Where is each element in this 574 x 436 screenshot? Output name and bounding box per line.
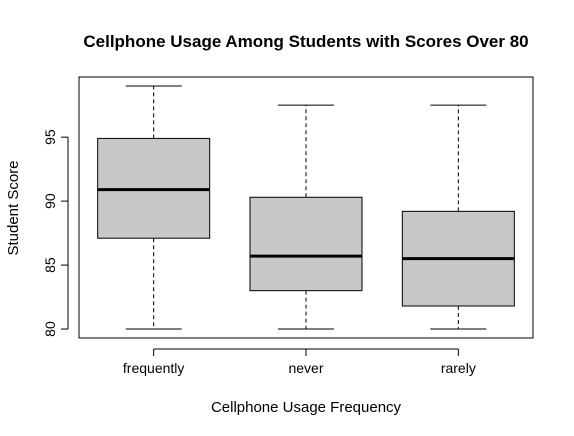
x-axis-label: Cellphone Usage Frequency [211,399,402,416]
y-tick-label: 85 [42,257,58,273]
y-tick-label: 80 [42,321,58,337]
y-tick-label: 95 [42,129,58,145]
x-tick-label: frequently [123,360,184,376]
x-axis: frequently never rarely [123,348,476,376]
box-never [249,104,363,330]
chart-title: Cellphone Usage Among Students with Scor… [83,32,528,51]
box-rarely [401,104,515,330]
y-tick-label: 90 [42,193,58,209]
iqr-box [249,196,363,292]
boxes [97,85,515,330]
y-axis-label: Student Score [5,160,22,255]
plot-area-frame [78,76,534,339]
box-frequently [97,85,211,330]
x-tick-label: rarely [441,360,476,376]
x-tick-label: never [288,360,323,376]
y-axis: 80 85 90 95 [42,129,69,337]
